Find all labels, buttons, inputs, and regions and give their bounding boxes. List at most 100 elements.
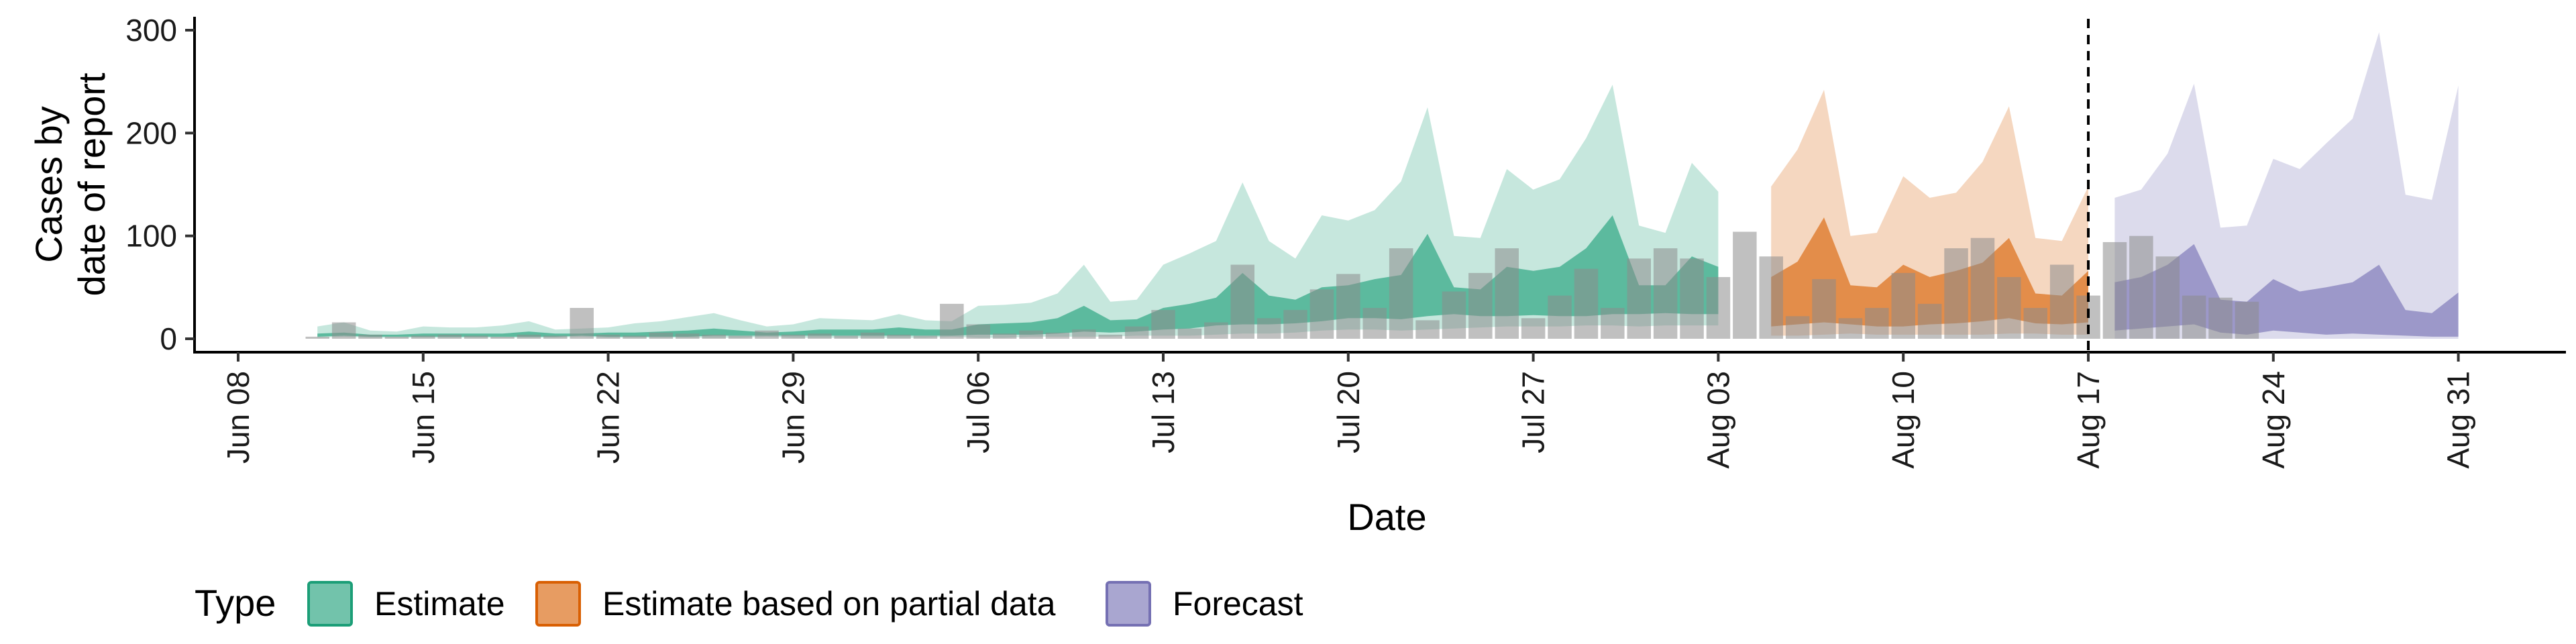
observed-bar — [1442, 291, 1466, 339]
observed-bar — [1124, 326, 1149, 339]
observed-bar — [1548, 295, 1572, 339]
observed-bar — [1733, 231, 1757, 339]
observed-bar — [649, 332, 674, 339]
observed-bar — [1627, 258, 1651, 339]
x-tick-label: Jul 27 — [1516, 371, 1551, 453]
observed-bar — [755, 330, 779, 339]
legend-item-estimate: Estimate — [307, 581, 505, 627]
observed-bar — [2102, 241, 2127, 339]
observed-bar — [1601, 308, 1625, 339]
observed-bar — [570, 308, 594, 339]
observed-bar — [2049, 264, 2074, 339]
observed-bar — [992, 333, 1017, 339]
observed-bar — [1309, 289, 1334, 339]
observed-bar — [834, 335, 858, 339]
observed-bar — [1759, 256, 1783, 339]
observed-bar — [1865, 308, 1889, 339]
y-tick-label: 100 — [125, 219, 177, 254]
observed-bar — [1680, 258, 1704, 339]
observed-bar — [1283, 310, 1307, 339]
observed-bar — [1785, 316, 1810, 339]
observed-bar — [913, 335, 938, 339]
x-axis-title: Date — [1347, 496, 1426, 538]
observed-bar — [1812, 279, 1836, 339]
legend-key-estimate-based-on-partial-data — [535, 581, 581, 627]
x-tick-label: Aug 31 — [2441, 371, 2476, 469]
x-tick-label: Aug 24 — [2256, 371, 2291, 469]
observed-bar — [411, 335, 435, 339]
y-tick-label: 300 — [125, 13, 177, 48]
observed-bar — [1362, 308, 1387, 339]
axes: 0 100 200 300 Jun 08 Jun 15 Jun 22 Jun 29 Jul 06… — [28, 13, 2566, 538]
observed-bar — [1256, 318, 1281, 339]
observed-bar — [702, 334, 726, 339]
observed-bar — [1944, 248, 1968, 339]
observed-bar — [1230, 264, 1254, 339]
series-estimate — [317, 85, 1719, 338]
legend-key-estimate — [307, 581, 353, 627]
legend-label-estimate-based-on-partial-data: Estimate based on partial data — [602, 585, 1056, 623]
observed-bar — [1177, 328, 1202, 339]
observed-bar — [331, 322, 356, 339]
observed-bar — [305, 336, 329, 339]
observed-bar — [808, 333, 832, 339]
observed-bar — [1653, 248, 1678, 339]
x-tick-label: Jun 29 — [775, 371, 810, 464]
y-axis-title-line: Cases by — [28, 106, 70, 262]
observed-bar — [543, 335, 568, 339]
legend-item-forecast: Forecast — [1106, 581, 1303, 627]
observed-bar — [1970, 237, 1995, 339]
observed-bar — [2182, 295, 2206, 339]
x-tick-label: Jun 15 — [406, 371, 441, 464]
y-axis-title: Cases bydate of report — [28, 72, 113, 297]
observed-bar — [1917, 303, 1942, 339]
y-tick-label: 200 — [125, 115, 177, 150]
observed-bar — [1019, 330, 1043, 339]
observed-bar — [358, 334, 382, 339]
observed-bar — [464, 335, 488, 339]
observed-bar — [728, 335, 753, 339]
observed-bar — [1997, 277, 2021, 339]
observed-bar — [676, 333, 700, 339]
observed-bar — [1389, 248, 1413, 339]
observed-bar — [940, 303, 964, 339]
legend-label-forecast: Forecast — [1173, 585, 1303, 623]
x-tick-label: Jun 08 — [221, 371, 256, 464]
y-axis-title-line: date of report — [70, 72, 113, 297]
ribbon-outer-estimate — [317, 85, 1719, 338]
observed-bar — [596, 334, 621, 339]
observed-bar — [384, 336, 409, 339]
x-tick-label: Jul 20 — [1331, 371, 1366, 453]
x-tick-label: Aug 10 — [1886, 371, 1921, 469]
x-tick-label: Aug 17 — [2071, 371, 2106, 469]
observed-bar — [1415, 320, 1440, 339]
legend-item-estimate-based-on-partial-data: Estimate based on partial data — [535, 581, 1056, 627]
observed-bar — [1468, 272, 1493, 339]
observed-bar — [1045, 332, 1070, 339]
legend-key-forecast — [1106, 581, 1151, 627]
observed-bar — [1204, 322, 1228, 339]
observed-bar — [1072, 329, 1096, 339]
observed-bar — [781, 334, 806, 339]
y-tick-label: 0 — [160, 321, 177, 356]
observed-bar — [1098, 334, 1122, 339]
observed-bar — [1891, 272, 1915, 339]
observed-bar — [2208, 297, 2233, 339]
observed-bar — [517, 334, 541, 339]
observed-bars — [305, 231, 2259, 339]
observed-bar — [2155, 256, 2180, 339]
x-tick-label: Jul 13 — [1146, 371, 1181, 453]
observed-bar — [1336, 274, 1360, 339]
observed-bar — [2235, 301, 2259, 339]
observed-bar — [2023, 308, 2047, 339]
observed-bar — [1706, 277, 1731, 339]
legend-label-estimate: Estimate — [374, 585, 505, 623]
observed-bar — [1521, 318, 1546, 339]
observed-bar — [437, 334, 462, 339]
legend-title: Type — [195, 582, 276, 624]
observed-bar — [623, 335, 647, 339]
x-tick-label: Jun 22 — [591, 371, 626, 464]
observed-bar — [966, 324, 990, 339]
observed-bar — [887, 334, 911, 339]
